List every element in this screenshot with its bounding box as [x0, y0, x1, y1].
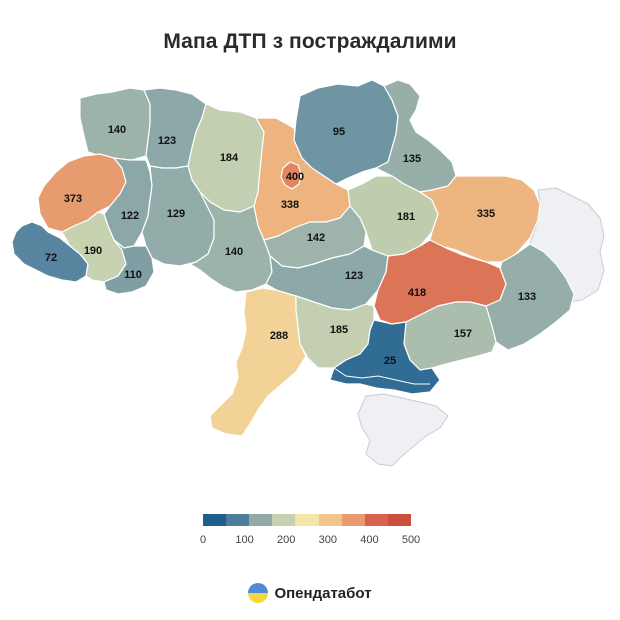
legend-swatch — [364, 514, 388, 526]
brand-name: Опендатабот — [274, 584, 372, 602]
region-label-poltava: 181 — [397, 211, 415, 223]
legend-color-scale — [203, 514, 411, 526]
region-lviv — [37, 153, 127, 233]
legend-swatch — [272, 514, 296, 526]
region-kyiv-city — [280, 161, 302, 190]
region-label-donetsk: 133 — [518, 291, 536, 303]
region-label-chernivtsi: 110 — [124, 269, 142, 281]
legend-tick-label: 400 — [360, 534, 379, 546]
region-label-chernihiv: 95 — [333, 126, 345, 138]
region-crimea — [357, 393, 449, 467]
region-label-ivano-frankivsk: 190 — [84, 245, 102, 257]
region-label-zakarpattia: 72 — [45, 252, 57, 264]
region-label-vinnytsia: 140 — [225, 246, 243, 258]
region-donetsk — [485, 243, 575, 351]
region-label-odesa: 288 — [270, 330, 288, 342]
region-label-khmelnytskyi: 129 — [167, 208, 185, 220]
region-label-kharkiv: 335 — [477, 208, 495, 220]
region-label-lviv: 373 — [64, 193, 82, 205]
region-label-kirovohrad: 123 — [345, 270, 363, 282]
region-label-rivne: 123 — [158, 135, 176, 147]
legend-swatch — [318, 514, 342, 526]
legend-tick-label: 300 — [318, 534, 337, 546]
region-label-ternopil: 122 — [121, 210, 139, 222]
legend-swatch — [387, 514, 411, 526]
legend-swatch — [203, 514, 227, 526]
opendatabot-logo-icon — [248, 583, 269, 603]
region-chernivtsi — [103, 239, 155, 295]
region-label-kherson: 25 — [384, 355, 396, 367]
coastline-accent — [333, 367, 430, 385]
color-legend: 0 100 200 300 400 500 — [199, 514, 420, 550]
legend-tick-label: 200 — [277, 534, 296, 546]
region-label-mykolaiv: 185 — [330, 324, 348, 336]
legend-swatch — [295, 514, 319, 526]
region-label-volyn: 140 — [108, 124, 126, 136]
legend-tick-label: 0 — [199, 534, 207, 546]
region-label-sumy: 135 — [403, 153, 421, 165]
region-label-kyiv-oblast: 338 — [281, 199, 299, 211]
brand-logo: Опендатабот — [0, 583, 620, 603]
region-kherson — [329, 319, 441, 395]
region-label-zhytomyr: 184 — [220, 152, 239, 164]
region-label-kyiv-city: 400 — [286, 171, 304, 183]
legend-tick-label: 500 — [401, 534, 421, 546]
map-title: Мапа ДТП з постраждалими — [163, 30, 457, 53]
legend-swatch — [226, 514, 250, 526]
legend-swatch — [249, 514, 273, 526]
region-odesa — [209, 287, 307, 437]
region-label-dnipropetrovsk: 418 — [408, 287, 426, 299]
region-kharkiv — [419, 175, 541, 263]
region-label-zaporizhzhia: 157 — [454, 328, 472, 340]
region-zakarpattia — [11, 221, 89, 283]
ukraine-choropleth-map: 140 123 184 338 400 95 135 373 122 129 181 335 72 190… — [11, 79, 605, 467]
legend-tick-label: 100 — [235, 534, 254, 546]
region-label-cherkasy: 142 — [307, 232, 325, 244]
legend-swatch — [341, 514, 365, 526]
legend-ticks: 0 100 200 300 400 500 — [199, 534, 420, 550]
